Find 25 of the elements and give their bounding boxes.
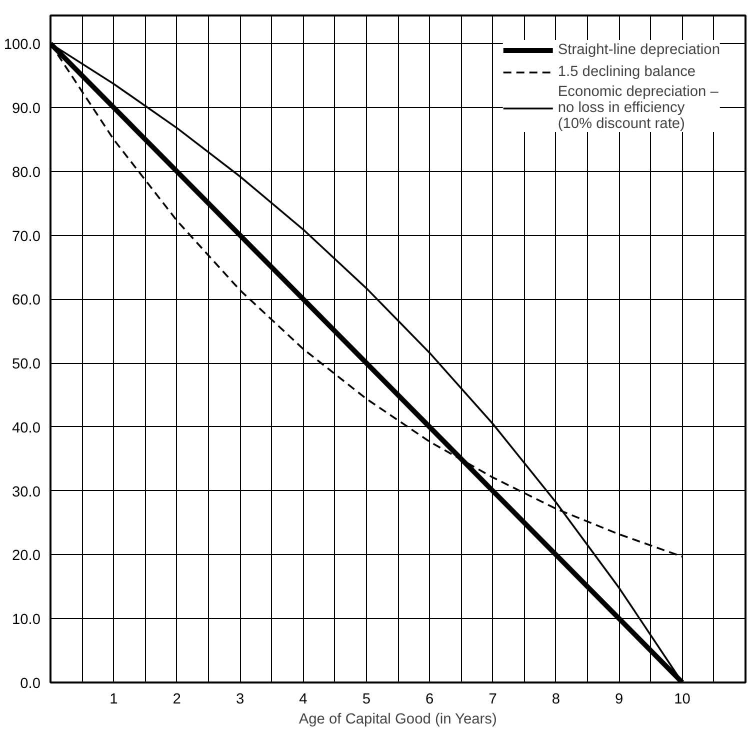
x-tick-label: 2 [172,692,181,708]
x-tick-label: 3 [236,692,244,708]
y-tick-label: 40.0 [12,420,41,436]
y-tick-label: 60.0 [12,292,41,309]
x-tick-label: 5 [362,692,370,708]
y-tick-label: 50.0 [12,356,41,373]
y-tick-label: 70.0 [12,228,41,245]
x-tick-label: 6 [426,692,434,708]
y-tick-label: 90.0 [12,101,41,117]
x-axis-title: Age of Capital Good (in Years) [298,712,497,728]
y-tick-label: 20.0 [12,548,41,564]
y-tick-label: 100.0 [4,37,41,54]
y-tick-label: 10.0 [12,612,41,628]
legend-label: Straight-line depreciation [558,42,720,58]
y-tick-label: 0.0 [20,676,40,692]
y-tick-label: 30.0 [12,484,41,500]
x-tick-label: 8 [552,692,560,708]
x-tick-label: 4 [299,692,308,708]
y-tick-label: 80.0 [12,164,41,181]
legend-label: Economic depreciation – no loss in efficiency (10% discount rate) [558,84,718,132]
x-tick-label: 1 [110,692,118,708]
x-tick-label: 9 [615,692,624,708]
legend-label: 1.5 declining balance [558,64,696,80]
x-tick-label: 7 [488,692,497,708]
x-tick-label: 10 [674,692,690,708]
